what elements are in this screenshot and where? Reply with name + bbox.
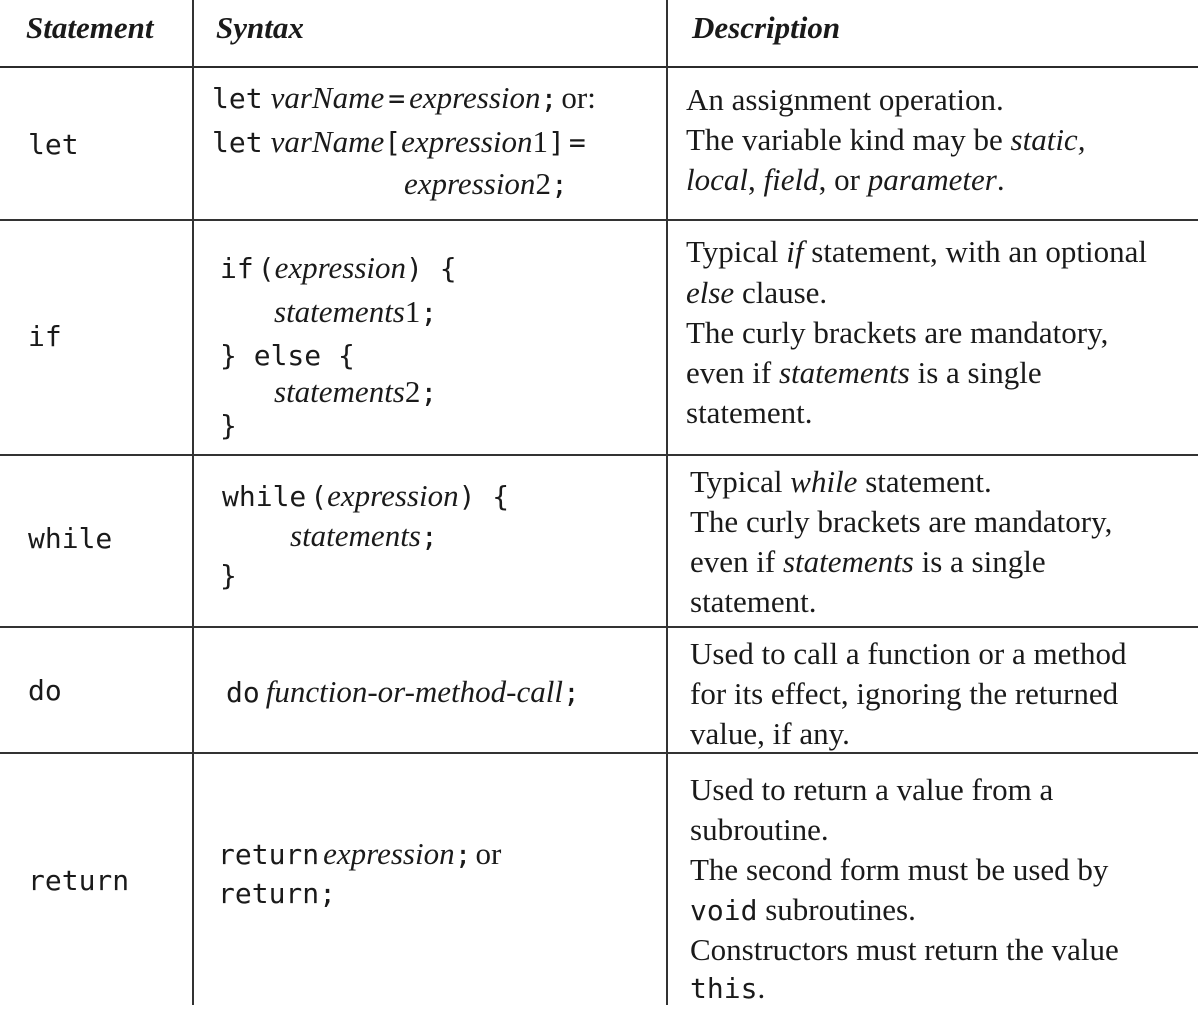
description-if-line-5: statement. (686, 395, 813, 430)
description-while-line-1: Typical while statement. (690, 464, 992, 499)
description-return-line-1: Used to return a value from a (690, 772, 1054, 807)
statement-while: while (28, 522, 113, 555)
row-divider (0, 626, 1198, 628)
description-do-line-3: value, if any. (690, 716, 850, 751)
description-let-line-2: The variable kind may be static, (686, 122, 1086, 157)
header-description: Description (692, 10, 841, 45)
description-let-line-1: An assignment operation. (686, 82, 1004, 117)
statement-do: do (28, 674, 62, 707)
description-return-line-4: void subroutines. (690, 892, 916, 927)
description-while-line-4: statement. (690, 584, 817, 619)
syntax-let-line-1: let varName = expression; or: (212, 80, 596, 115)
syntax-return-line-1: return expression; or (218, 836, 502, 871)
row-divider (0, 752, 1198, 754)
row-divider (0, 219, 1198, 221)
description-return-line-3: The second form must be used by (690, 852, 1109, 887)
header-statement: Statement (26, 10, 154, 45)
description-return-line-6: this. (690, 970, 766, 1005)
syntax-do-line-1: do function-or-method-call; (226, 674, 580, 709)
syntax-if-line-4: statements2; (274, 374, 438, 409)
row-divider (0, 454, 1198, 456)
syntax-let-line-3: expression2; (404, 166, 568, 201)
description-if-line-2: else clause. (686, 275, 828, 310)
description-while-line-2: The curly brackets are mandatory, (690, 504, 1113, 539)
description-do-line-2: for its effect, ignoring the returned (690, 676, 1119, 711)
syntax-if-line-1: if (expression) { (220, 250, 457, 285)
column-divider (666, 0, 668, 1005)
description-while-line-3: even if statements is a single (690, 544, 1046, 579)
description-let-line-3: local, field, or parameter. (686, 162, 1005, 197)
description-if-line-3: The curly brackets are mandatory, (686, 315, 1109, 350)
syntax-if-line-5: } (220, 409, 237, 442)
header-syntax: Syntax (216, 10, 304, 45)
description-return-line-2: subroutine. (690, 812, 829, 847)
description-if-line-4: even if statements is a single (686, 355, 1042, 390)
description-return-line-5: Constructors must return the value (690, 932, 1119, 967)
header-rule (0, 66, 1198, 68)
statement-let: let (28, 128, 79, 161)
statement-return: return (28, 864, 130, 897)
statement-if: if (28, 320, 62, 353)
syntax-if-line-3: } else { (220, 339, 355, 372)
syntax-return-line-2: return; (218, 877, 337, 910)
column-divider (192, 0, 194, 1005)
syntax-if-line-2: statements1; (274, 294, 438, 329)
syntax-while-line-2: statements; (290, 518, 438, 553)
description-if-line-1: Typical if statement, with an optional (686, 234, 1148, 269)
syntax-let-line-2: let varName[expression1] = (212, 124, 586, 159)
syntax-while-line-1: while (expression) { (222, 478, 510, 513)
description-do-line-1: Used to call a function or a method (690, 636, 1127, 671)
syntax-while-line-3: } (220, 559, 237, 592)
